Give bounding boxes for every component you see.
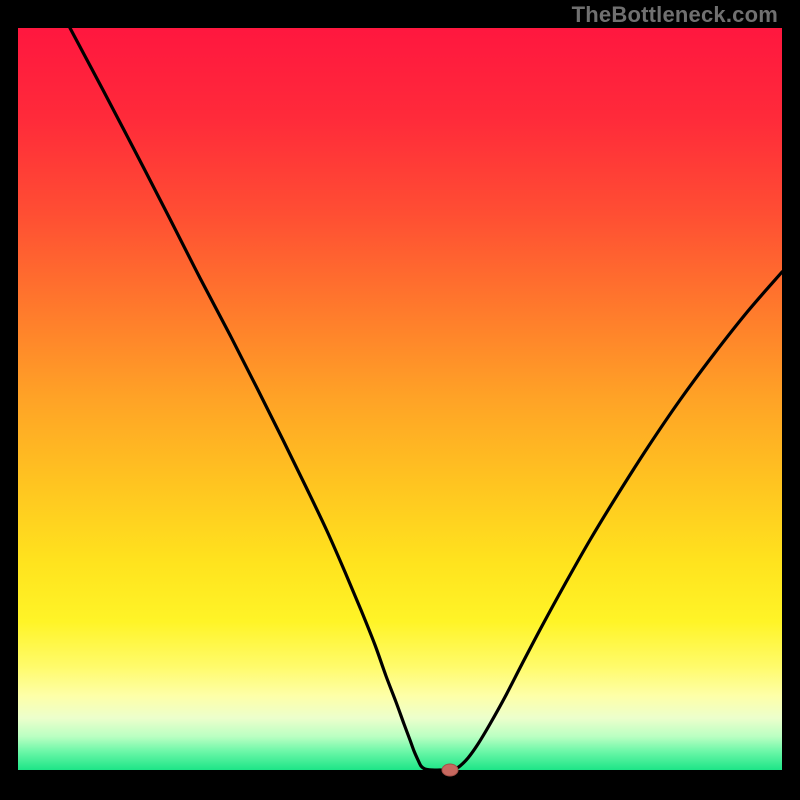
- marker-point: [442, 764, 458, 776]
- plot-background: [18, 28, 782, 770]
- bottleneck-chart: [0, 0, 800, 800]
- watermark-text: TheBottleneck.com: [572, 2, 778, 28]
- chart-container: { "watermark": "TheBottleneck.com", "cha…: [0, 0, 800, 800]
